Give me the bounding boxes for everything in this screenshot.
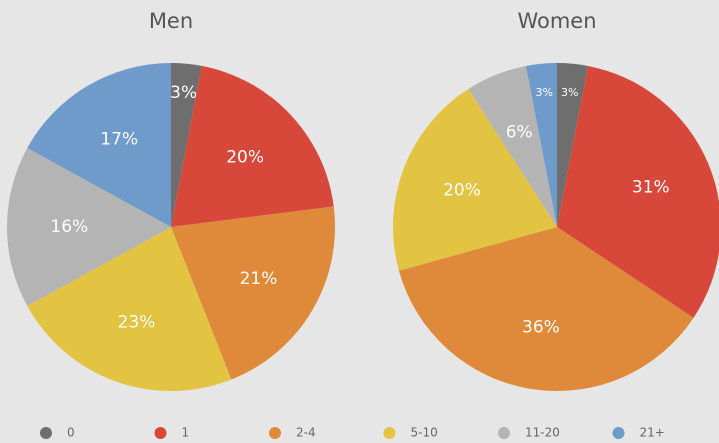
pie-slice — [557, 65, 719, 318]
pie-slice — [468, 65, 557, 228]
legend-marker — [612, 427, 625, 439]
legend-marker — [269, 427, 281, 439]
value-label: 31% — [632, 178, 670, 198]
legend-label: 5-10 — [411, 426, 438, 440]
legend-label: 1 — [182, 426, 190, 440]
value-label: 17% — [100, 129, 138, 149]
legend-marker — [383, 427, 396, 439]
pie-slice — [6, 147, 171, 307]
value-label: 3% — [535, 86, 552, 99]
value-label: 20% — [226, 147, 264, 167]
value-label: 36% — [522, 317, 560, 337]
legend-marker — [154, 427, 167, 439]
value-label: 20% — [443, 181, 481, 201]
pie-slice — [171, 65, 334, 227]
legend-marker — [40, 427, 52, 439]
pie-slice — [27, 227, 232, 391]
value-label: 6% — [506, 123, 533, 143]
pie-slice — [398, 227, 694, 391]
pie-slice — [525, 63, 557, 227]
value-label: 3% — [170, 83, 197, 103]
pie-slice — [557, 63, 589, 227]
legend-label: 11-20 — [525, 426, 560, 440]
value-label: 16% — [50, 217, 88, 237]
chart-title: Women — [517, 9, 596, 33]
pie-slice — [393, 89, 557, 271]
value-label: 21% — [240, 269, 278, 289]
chart-title: Men — [149, 9, 193, 33]
pie-slice — [171, 206, 335, 380]
value-label: 3% — [561, 86, 578, 99]
legend-marker — [498, 427, 510, 439]
value-label: 23% — [118, 313, 156, 333]
legend-label: 2-4 — [296, 426, 316, 440]
pie-slice — [171, 63, 202, 227]
legend-label: 0 — [67, 426, 75, 440]
pie-slice — [27, 63, 171, 227]
legend-label: 21+ — [640, 426, 665, 440]
